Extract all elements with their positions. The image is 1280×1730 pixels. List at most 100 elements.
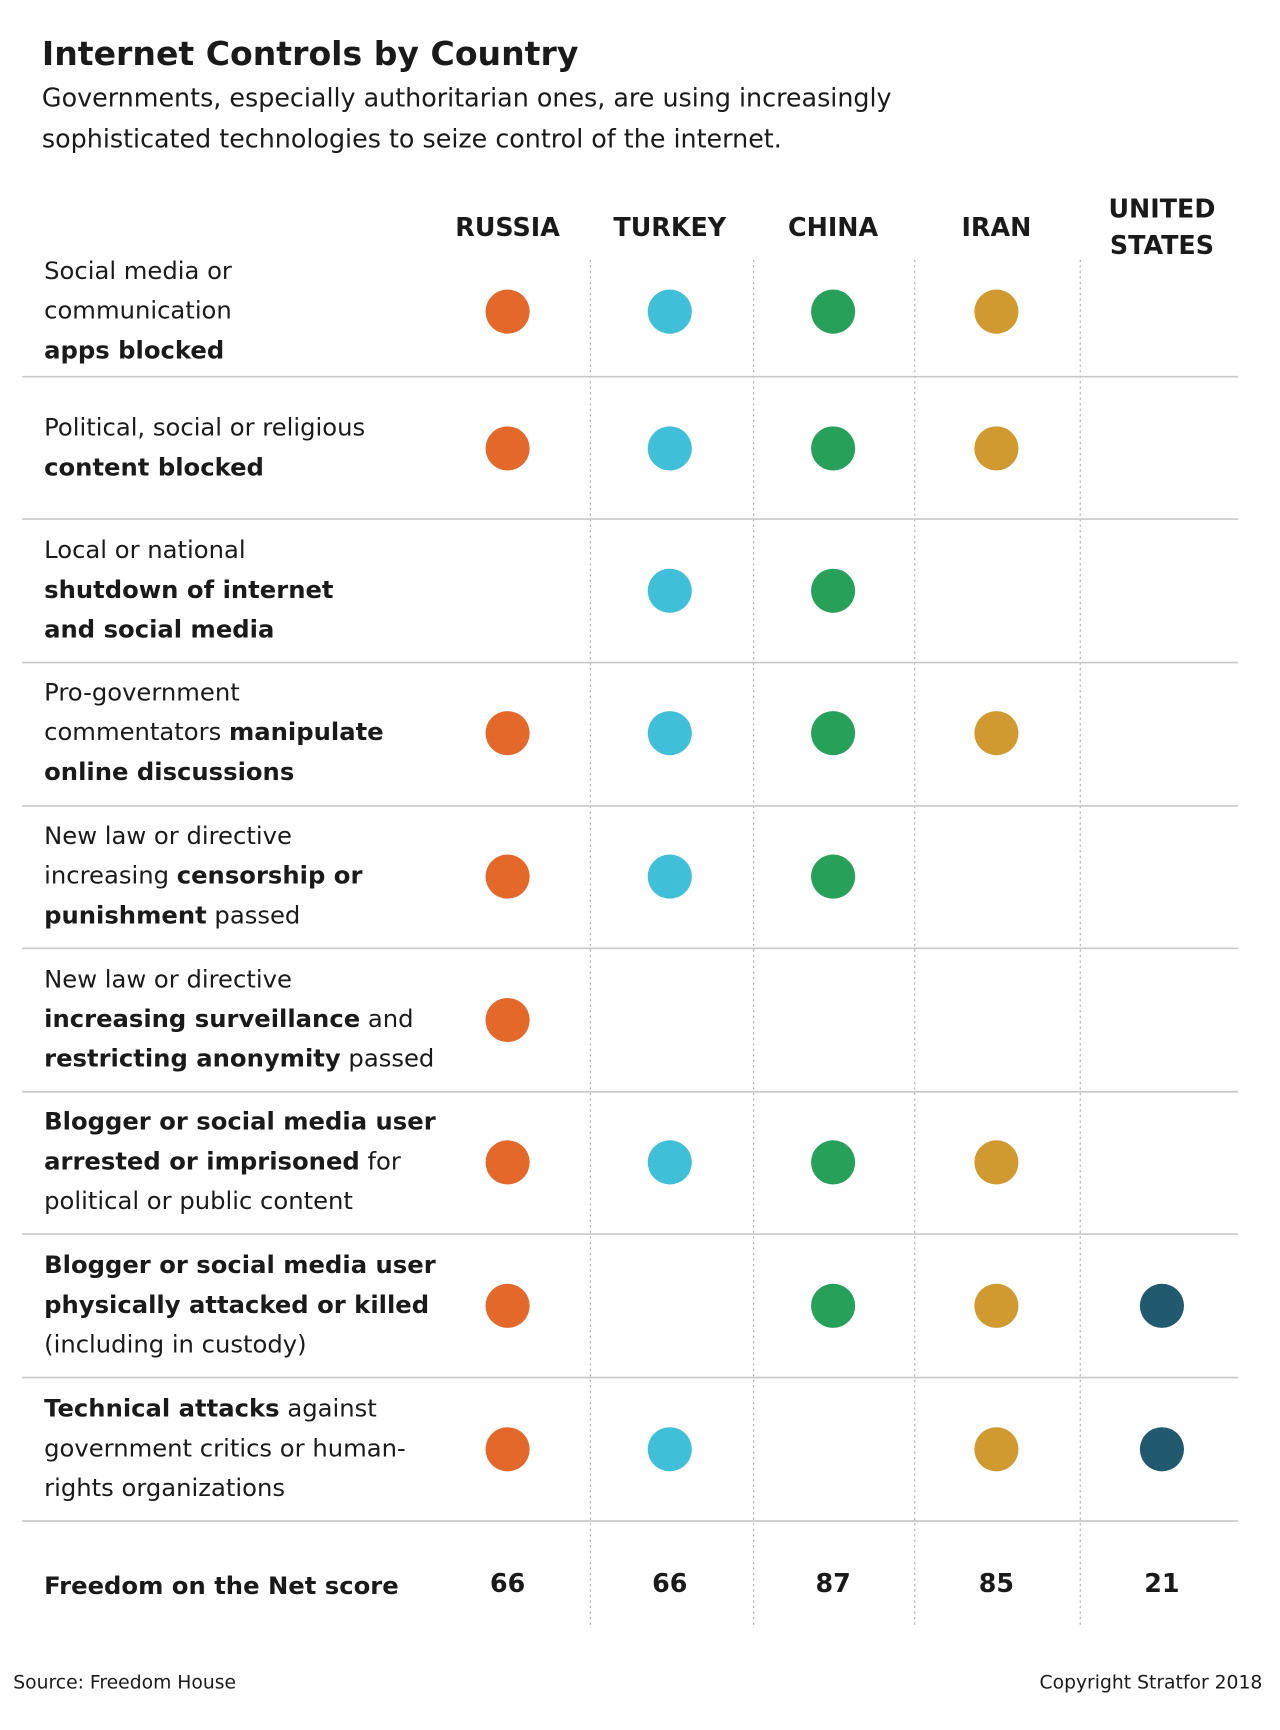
label-segment: Blogger or social media user [44,1250,436,1279]
dot [647,568,692,613]
dot [485,1140,530,1185]
column-header: UNITED [1108,194,1215,224]
row-label: restricting anonymity passed [44,1044,434,1073]
label-segment: Pro-government [44,677,240,706]
row-label: Technical attacks against [44,1394,377,1423]
dot [485,1427,530,1472]
dot [485,426,530,471]
label-segment: Blogger or social media user [44,1107,436,1136]
row-label: content blocked [44,452,264,481]
dot [647,711,692,756]
label-segment: content blocked [44,452,264,481]
row-label: Pro-government [44,677,240,706]
label-segment: Social media or [44,256,232,285]
row-label: arrested or imprisoned for [44,1146,401,1175]
row-label: commentators manipulate [44,717,384,746]
label-segment: against [280,1394,377,1423]
score-label: Freedom on the Net score [44,1571,399,1600]
label-segment: communication [44,296,232,325]
dot [974,426,1019,471]
subtitle: Governments, especially authoritarian on… [42,83,892,113]
dot [485,289,530,334]
label-segment: and [360,1004,413,1033]
label-segment: Political, social or religious [44,413,365,442]
dot [811,426,856,471]
dot [811,1140,856,1185]
title: Internet Controls by Country [42,34,578,73]
row-label: communication [44,296,232,325]
dot [811,568,856,613]
row-label: (including in custody) [44,1330,306,1359]
label-segment: and social media [44,615,274,644]
label-segment: shutdown of internet [44,575,334,604]
label-segment: manipulate [229,717,384,746]
label-segment: political or public content [44,1186,353,1215]
dot [974,1427,1019,1472]
dot [485,854,530,899]
label-segment: online discussions [44,757,294,786]
row-label: and social media [44,615,274,644]
row-label: New law or directive [44,821,292,850]
label-segment: increasing surveillance [44,1004,360,1033]
dot [811,711,856,756]
row-label: Political, social or religious [44,413,365,442]
column-header: CHINA [788,212,878,242]
label-segment: apps blocked [44,335,224,364]
label-segment: restricting anonymity [44,1044,341,1073]
copyright: Copyright Stratfor 2018 [1040,1673,1263,1694]
label-segment: increasing [44,861,177,890]
column-header: STATES [1110,230,1214,260]
column-header: IRAN [961,212,1031,242]
label-segment: for [360,1146,401,1175]
score: 85 [979,1568,1014,1598]
dot [647,1427,692,1472]
score: 21 [1144,1568,1179,1598]
column-header: TURKEY [613,212,726,242]
row-label: punishment passed [44,900,300,929]
row-label: shutdown of internet [44,575,334,604]
dot [1139,1283,1184,1328]
dot [974,711,1019,756]
row-label: Local or national [44,535,245,564]
dot [647,1140,692,1185]
row-label: rights organizations [44,1473,285,1502]
dot [485,711,530,756]
row-label: Blogger or social media user [44,1107,436,1136]
row-label: political or public content [44,1186,353,1215]
score: 66 [652,1568,687,1598]
dot [974,1140,1019,1185]
dot [811,1283,856,1328]
dot [974,289,1019,334]
subtitle: sophisticated technologies to seize cont… [42,124,782,154]
label-segment: punishment [44,900,207,929]
score: 87 [815,1568,850,1598]
dot [1139,1427,1184,1472]
label-segment: (including in custody) [44,1330,306,1359]
dot [647,426,692,471]
dot [811,289,856,334]
row-label: Blogger or social media user [44,1250,436,1279]
score: 66 [490,1568,525,1598]
row-label: increasing censorship or [44,861,362,890]
label-segment: physically attacked or killed [44,1290,429,1319]
label-segment: arrested or imprisoned [44,1146,360,1175]
source: Source: Freedom House [13,1673,236,1694]
row-label: apps blocked [44,335,224,364]
label-segment: New law or directive [44,821,292,850]
label-segment: censorship or [177,861,363,890]
label-segment: Local or national [44,535,245,564]
label-segment: commentators [44,717,229,746]
row-label: physically attacked or killed [44,1290,429,1319]
dot [811,854,856,899]
dot [485,1283,530,1328]
row-label: New law or directive [44,964,292,993]
label-segment: Technical attacks [44,1394,279,1423]
dot [485,997,530,1043]
row-label: online discussions [44,757,294,786]
label-segment: passed [207,900,301,929]
dot [974,1283,1019,1328]
label-segment: government critics or human- [44,1433,406,1462]
dot [647,289,692,334]
column-header: RUSSIA [455,212,560,242]
